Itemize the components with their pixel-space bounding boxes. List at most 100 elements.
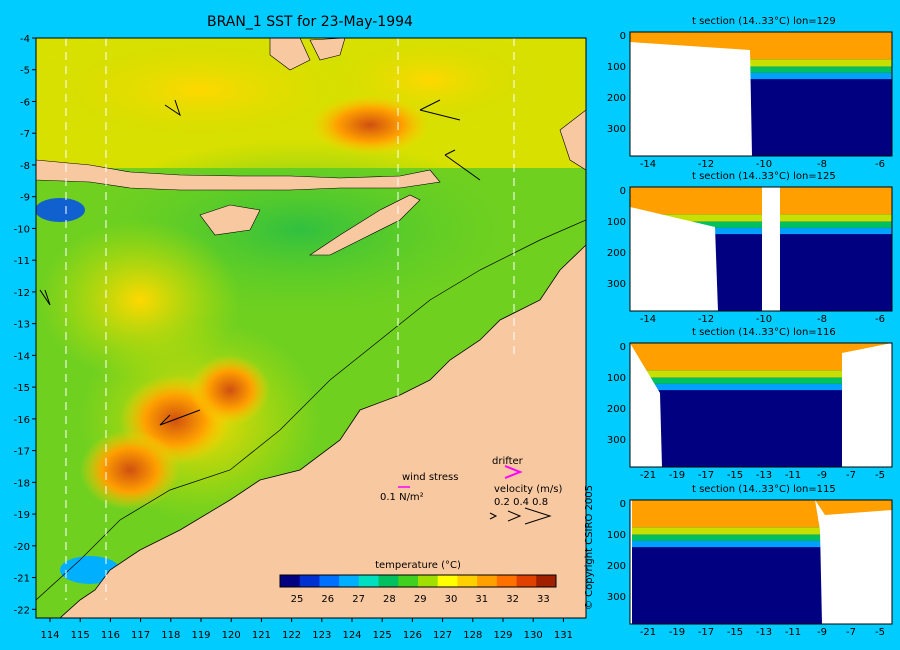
lat-tick-label: -8 bbox=[20, 161, 30, 172]
section-x-tick: -19 bbox=[669, 470, 685, 479]
section-panel: t section (14..33°C) lon=129 0 100 200 300 -1… bbox=[596, 16, 896, 170]
section-y-tick: 200 bbox=[607, 93, 626, 104]
lon-tick-label: 130 bbox=[524, 630, 543, 641]
section-land-mask bbox=[630, 500, 892, 624]
colorbar-swatch bbox=[339, 575, 360, 587]
lat-tick-label: -18 bbox=[14, 478, 30, 489]
section-plot: 0 100 200 300 -21 -19 -17 -15 -13 -11 -9 -7 -5 bbox=[607, 499, 893, 638]
section-thermo2 bbox=[630, 534, 892, 541]
section-x-tick: -14 bbox=[640, 159, 656, 168]
section-thermo3 bbox=[630, 383, 892, 391]
section-y-tick: 0 bbox=[620, 31, 626, 42]
section-x-tick: -7 bbox=[846, 627, 856, 636]
section-y-tick: 100 bbox=[607, 217, 626, 228]
lat-tick-label: -12 bbox=[14, 288, 30, 299]
lat-tick-label: -6 bbox=[20, 97, 30, 108]
colorbar-swatch bbox=[457, 575, 478, 587]
section-land-mask bbox=[630, 187, 780, 311]
section-x-tick: -15 bbox=[727, 627, 743, 636]
section-title: t section (14..33°C) lon=129 bbox=[692, 16, 836, 27]
section-land-mask bbox=[630, 343, 892, 467]
colorbar-tick-label: 26 bbox=[321, 594, 334, 605]
colorbar-label: temperature (°C) bbox=[375, 560, 461, 571]
section-y-tick: 300 bbox=[607, 124, 626, 135]
colorbar-swatch bbox=[437, 575, 458, 587]
lon-tick-label: 116 bbox=[101, 630, 120, 641]
temperature-colorbar bbox=[279, 574, 557, 588]
section-x-tick: -21 bbox=[640, 627, 656, 636]
colorbar-swatch bbox=[477, 575, 498, 587]
lon-tick-label: 131 bbox=[554, 630, 573, 641]
colorbar-swatch bbox=[398, 575, 419, 587]
section-y-tick: 200 bbox=[607, 404, 626, 415]
section-y-tick: 0 bbox=[620, 499, 626, 510]
island-sumba bbox=[199, 204, 261, 236]
section-y-tick: 200 bbox=[607, 248, 626, 259]
lat-tick-label: -11 bbox=[14, 256, 30, 267]
wind-stress-scale: 0.1 N/m² bbox=[380, 492, 424, 503]
sst-field bbox=[36, 38, 586, 618]
colorbar-swatch bbox=[280, 575, 301, 587]
colorbar-swatch bbox=[418, 575, 439, 587]
colorbar-tick-label: 27 bbox=[352, 594, 365, 605]
australia-land bbox=[59, 244, 586, 618]
section-frame bbox=[629, 186, 893, 312]
section-y-tick: 100 bbox=[607, 62, 626, 73]
section-thermo1 bbox=[630, 370, 892, 378]
section-x-tick: -5 bbox=[875, 627, 885, 636]
colorbar-swatch bbox=[299, 575, 320, 587]
section-plot: 0 100 200 300 -21 -19 -17 -15 -13 -11 -9 -7 -5 bbox=[607, 342, 893, 481]
section-y-tick: 0 bbox=[620, 186, 626, 197]
section-frame bbox=[629, 31, 893, 157]
section-title: t section (14..33°C) lon=116 bbox=[692, 327, 836, 338]
lat-tick-label: -9 bbox=[20, 193, 30, 204]
colorbar-swatch bbox=[536, 575, 557, 587]
lat-tick-label: -15 bbox=[14, 383, 30, 394]
lon-tick-label: 129 bbox=[493, 630, 512, 641]
section-x-tick: -17 bbox=[698, 470, 714, 479]
section-thermo2 bbox=[630, 377, 892, 384]
section-plot: 0 100 200 300 -14 -12 -10 -8 -6 bbox=[607, 31, 893, 170]
section-thermo1 bbox=[630, 214, 892, 222]
section-x-tick: -17 bbox=[698, 627, 714, 636]
lon-tick-label: 118 bbox=[161, 630, 180, 641]
section-y-tick: 300 bbox=[607, 592, 626, 603]
lat-tick-label: -4 bbox=[20, 34, 30, 45]
colorbar-swatch bbox=[358, 575, 380, 587]
colorbar-swatch bbox=[496, 575, 518, 587]
section-x-tick: -8 bbox=[817, 159, 827, 168]
section-land-mask bbox=[630, 42, 752, 156]
colorbar-frame bbox=[279, 574, 557, 588]
lon-tick-label: 114 bbox=[40, 630, 59, 641]
section-x-tick: -11 bbox=[785, 627, 801, 636]
velocity-arrows bbox=[489, 507, 552, 525]
section-x-tick: -15 bbox=[727, 470, 743, 479]
section-x-tick: -10 bbox=[756, 159, 772, 168]
island-chain bbox=[36, 159, 441, 191]
islands-north bbox=[269, 38, 346, 71]
lon-tick-label: 124 bbox=[342, 630, 361, 641]
colorbar-tick-label: 31 bbox=[475, 594, 488, 605]
colorbar-tick-label: 25 bbox=[291, 594, 304, 605]
section-x-tick: -7 bbox=[846, 470, 856, 479]
lon-tick-label: 126 bbox=[403, 630, 422, 641]
section-thermo3 bbox=[630, 540, 892, 548]
lat-tick-label: -21 bbox=[14, 574, 30, 585]
section-thermo3 bbox=[630, 72, 892, 80]
section-frame bbox=[629, 499, 893, 625]
section-x-tick: -10 bbox=[756, 314, 772, 323]
section-thermo2 bbox=[630, 66, 892, 73]
colorbar-swatch bbox=[516, 575, 537, 587]
wind-stress-label: wind stress bbox=[402, 472, 458, 483]
section-x-tick: -6 bbox=[875, 159, 885, 168]
section-y-tick: 100 bbox=[607, 373, 626, 384]
colorbar-tick-label: 29 bbox=[414, 594, 427, 605]
colorbar-tick-label: 33 bbox=[537, 594, 550, 605]
copyright: © Copyright CSIRO 2005 bbox=[584, 485, 595, 610]
velocity-values: 0.2 0.4 0.8 bbox=[494, 497, 548, 508]
section-x-tick: -12 bbox=[698, 159, 714, 168]
latitude-axis: -4 -5 -6 -7 -8 -9 -10 -11 -12 -13 -14 -15 -16 -17 -18 -… bbox=[14, 34, 36, 616]
section-title: t section (14..33°C) lon=125 bbox=[692, 171, 836, 182]
longitude-axis: 114 115 116 117 118 119 120 121 122 123 124 125 126 1… bbox=[40, 618, 573, 641]
